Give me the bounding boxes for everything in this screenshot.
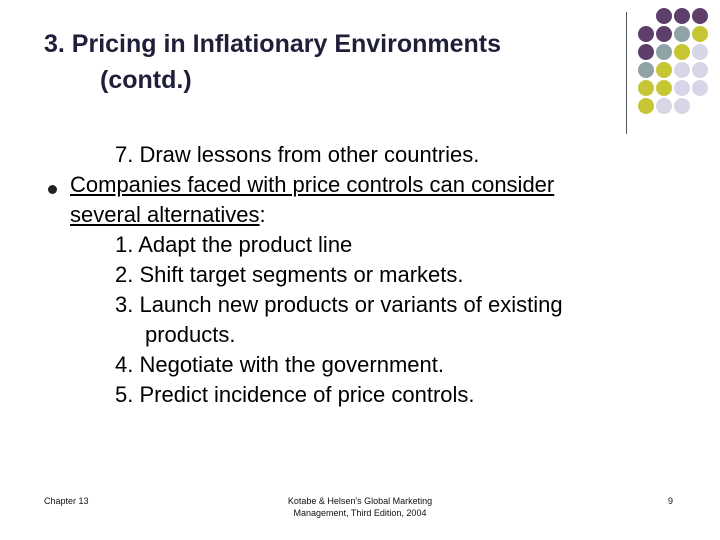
- lesson-line: 7. Draw lessons from other countries.: [115, 142, 480, 167]
- list-item: 2. Shift target segments or markets.: [115, 262, 464, 287]
- colon-text: :: [259, 202, 266, 227]
- decor-dot: [692, 26, 708, 42]
- decor-dot: [674, 44, 690, 60]
- decor-dot: [692, 8, 708, 24]
- decor-dot: [656, 98, 672, 114]
- list-item: 5. Predict incidence of price controls.: [115, 382, 475, 407]
- decor-dot: [674, 80, 690, 96]
- alternatives-text: several alternatives: [70, 202, 260, 227]
- decor-dot: [692, 80, 708, 96]
- decor-dot: [656, 80, 672, 96]
- title-line-2: (contd.): [100, 66, 192, 94]
- decor-dot: [638, 80, 654, 96]
- footer-chapter: Chapter 13: [44, 496, 89, 506]
- list-item-continuation: products.: [145, 322, 236, 347]
- bullet-marker: [48, 185, 57, 194]
- decor-dot: [656, 44, 672, 60]
- decor-dot: [674, 8, 690, 24]
- decor-dot: [656, 26, 672, 42]
- bullet-text-line-1: Companies faced with price controls can …: [70, 172, 555, 197]
- decor-dot: [674, 26, 690, 42]
- decor-dot: [638, 26, 654, 42]
- decor-dot: [638, 98, 654, 114]
- list-item: 4. Negotiate with the government.: [115, 352, 444, 377]
- bullet-text-line-2: several alternatives:: [70, 200, 266, 230]
- list-item: 1. Adapt the product line: [115, 232, 353, 257]
- decor-dot: [638, 62, 654, 78]
- footer-page-number: 9: [668, 496, 674, 506]
- decor-dot: [692, 62, 708, 78]
- footer-citation-line-2: Management, Third Edition, 2004: [293, 508, 427, 518]
- decor-dot: [692, 44, 708, 60]
- footer-citation-line-1: Kotabe & Helsen's Global Marketing: [287, 496, 433, 506]
- list-item: 3. Launch new products or variants of ex…: [115, 292, 563, 317]
- decor-dot: [656, 8, 672, 24]
- decor-dot: [638, 44, 654, 60]
- footer-citation: Kotabe & Helsen's Global Marketing Manag…: [260, 495, 460, 519]
- slide-title: 3. Pricing in Inflationary Environments …: [44, 26, 501, 98]
- decor-divider: [626, 12, 627, 134]
- decor-dot: [656, 62, 672, 78]
- title-line-1: 3. Pricing in Inflationary Environments: [44, 30, 502, 58]
- decor-dot: [674, 98, 690, 114]
- decor-dot: [674, 62, 690, 78]
